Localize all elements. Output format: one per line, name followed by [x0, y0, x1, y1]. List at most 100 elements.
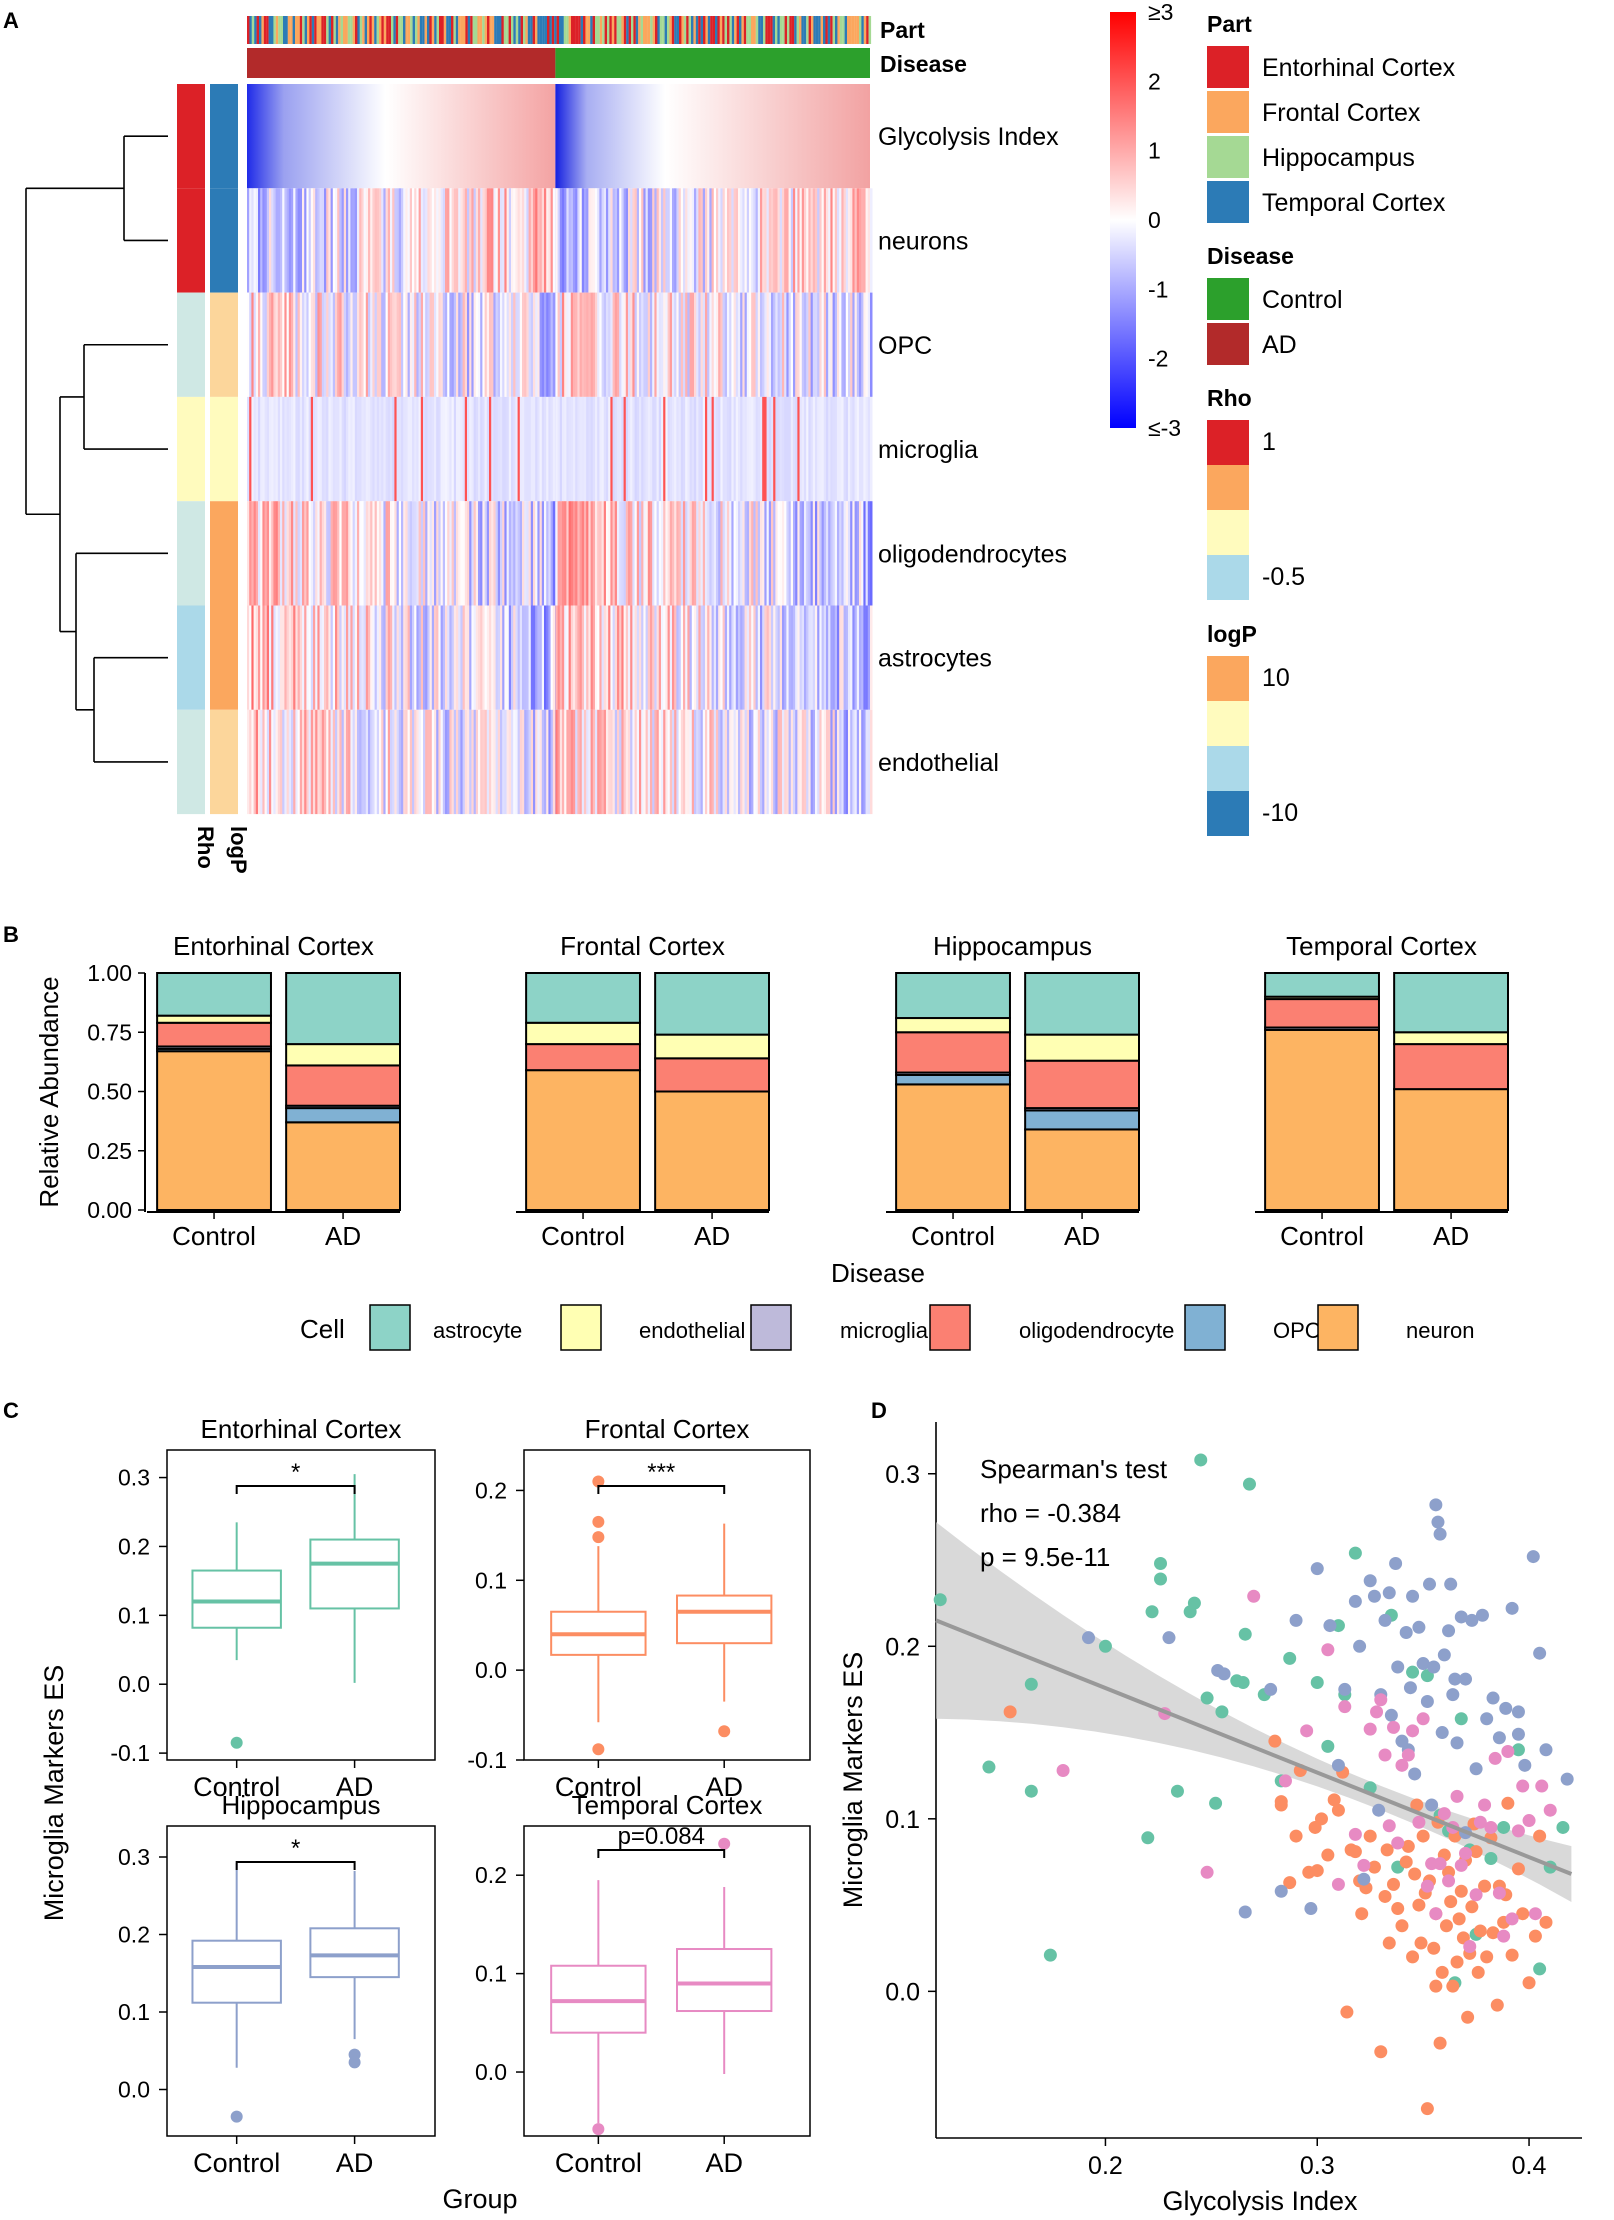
part-annotation-cell	[741, 16, 744, 44]
heatmap-cell	[385, 501, 389, 606]
heatmap-cell	[464, 709, 468, 815]
heatmap-cell	[678, 292, 682, 397]
heatmap-cell	[403, 188, 406, 293]
heatmap-cell	[497, 188, 501, 293]
part-annotation-cell	[463, 16, 466, 44]
heatmap-cell	[425, 188, 428, 293]
part-annotation-cell	[664, 16, 668, 44]
scatter-point-hippocampus	[1331, 1758, 1345, 1772]
scatter-point-frontal-cortex	[1465, 1900, 1479, 1914]
heatmap-cell	[357, 188, 360, 293]
heatmap-cell	[489, 605, 492, 710]
heatmap-cell	[709, 188, 712, 293]
heatmap-cell	[445, 188, 448, 293]
heatmap-cell	[471, 501, 474, 606]
heatmap-cell	[570, 605, 574, 710]
heatmap-cell	[315, 605, 318, 710]
stacked-bar-segment-endothelial	[895, 1017, 1011, 1034]
heatmap-cell	[277, 396, 281, 502]
heatmap-cell	[823, 605, 827, 710]
heatmap-cell	[740, 605, 743, 710]
heatmap-cell	[379, 396, 382, 502]
scatter-point-frontal-cortex	[1382, 1936, 1396, 1950]
heatmap-cell	[381, 396, 384, 502]
heatmap-cell	[775, 292, 778, 397]
part-annotation-cell	[422, 16, 425, 44]
heatmap-cell	[858, 709, 862, 815]
stacked-bar-segment-astrocyte	[285, 972, 401, 1046]
heatmap-cell	[766, 396, 770, 502]
heatmap-cell	[788, 292, 792, 397]
scatter-point-frontal-cortex	[1501, 1796, 1515, 1810]
heatmap-cell	[416, 605, 419, 710]
heatmap-cell	[524, 709, 527, 815]
heatmap-cell	[654, 709, 657, 815]
heatmap-cell	[537, 501, 540, 606]
heatmap-cell	[546, 501, 549, 606]
heatmap-cell	[306, 501, 309, 606]
heatmap-cell	[528, 605, 532, 710]
heatmap-cell	[271, 292, 274, 397]
part-annotation-cell	[695, 16, 699, 44]
heatmap-cell	[759, 709, 763, 815]
part-annotation-cell	[304, 16, 308, 44]
scatter-point-temporal-cortex	[1382, 1819, 1396, 1833]
heatmap-cell	[588, 292, 591, 397]
heatmap-cell	[557, 605, 561, 710]
heatmap-cell	[484, 501, 488, 606]
heatmap-cell	[293, 709, 296, 815]
heatmap-cell	[306, 396, 309, 502]
heatmap-cell	[291, 188, 294, 293]
heatmap-cell	[685, 501, 688, 606]
heatmap-cell	[286, 188, 290, 293]
heatmap-cell	[482, 709, 485, 815]
heatmap-cell	[625, 709, 629, 815]
heatmap-cell	[660, 396, 664, 502]
part-annotation-cell	[820, 16, 824, 44]
scatter-point-entorhinal-cortex	[1511, 1743, 1525, 1757]
scatter-point-temporal-cortex	[1497, 1929, 1511, 1943]
heatmap-cell	[548, 396, 551, 502]
heatmap-cell	[262, 709, 265, 815]
heatmap-cell	[795, 292, 798, 397]
heatmap-cell	[489, 396, 492, 502]
heatmap-cell	[535, 501, 538, 606]
heatmap-cell	[792, 396, 796, 502]
scatter-point-entorhinal-cortex	[1154, 1572, 1168, 1586]
heatmap-cell	[365, 501, 369, 606]
heatmap-cell	[808, 709, 811, 815]
heatmap-cell	[530, 396, 534, 502]
heatmap-cell	[269, 292, 272, 397]
heatmap-cell	[832, 188, 836, 293]
heatmap-cell	[577, 396, 580, 502]
legend-gradient-cell	[1207, 791, 1249, 836]
x-tick-label: AD	[1433, 1221, 1469, 1251]
heatmap-cell	[381, 605, 384, 710]
heatmap-cell	[354, 605, 358, 710]
heatmap-cell	[627, 605, 631, 710]
heatmap-cell	[759, 501, 763, 606]
rho-annotation-cell	[177, 84, 205, 189]
facet-frame	[166, 1449, 436, 1761]
heatmap-cell	[319, 709, 323, 815]
heatmap-cell	[511, 605, 514, 710]
heatmap-cell	[845, 188, 849, 293]
heatmap-cell	[469, 396, 472, 502]
heatmap-cell	[412, 292, 415, 397]
heatmap-cell	[409, 188, 413, 293]
heatmap-cell	[583, 292, 587, 397]
heatmap-cell	[792, 605, 796, 710]
heatmap-cell	[440, 605, 444, 710]
part-annotation-cell	[323, 16, 327, 44]
scatter-point-hippocampus	[1289, 1613, 1303, 1627]
heatmap-cell	[614, 501, 618, 606]
heatmap-cell	[370, 605, 373, 710]
heatmap-cell	[354, 709, 358, 815]
heatmap-cell	[630, 396, 633, 502]
box-outlier-point	[592, 2123, 605, 2136]
heatmap-cell	[469, 501, 472, 606]
heatmap-cell	[447, 292, 450, 397]
scatter-point-entorhinal-cortex	[1024, 1784, 1038, 1798]
scatter-point-frontal-cortex	[1439, 1919, 1453, 1933]
heatmap-cell	[436, 396, 439, 502]
